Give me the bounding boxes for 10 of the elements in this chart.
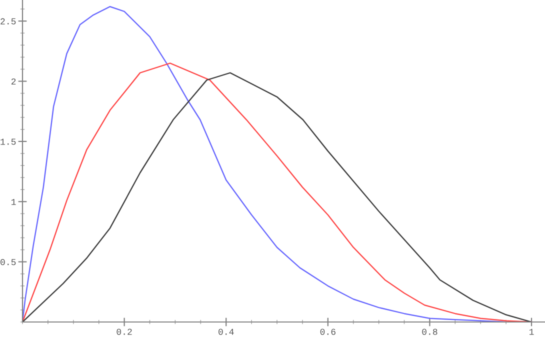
x-tick-label: 1 [529, 328, 534, 335]
x-tick-label: 0.8 [422, 328, 438, 335]
y-tick-label: 0.5 [0, 259, 16, 266]
x-tick-label: 0.4 [218, 328, 234, 335]
y-tick-label: 1.5 [0, 138, 16, 145]
y-tick-label: 2 [11, 78, 16, 85]
x-tick-label: 0.6 [320, 328, 336, 335]
x-tick-label: 0.2 [116, 328, 132, 335]
y-tick-label: 1 [11, 198, 16, 205]
y-tick-label: 2.5 [0, 18, 16, 24]
